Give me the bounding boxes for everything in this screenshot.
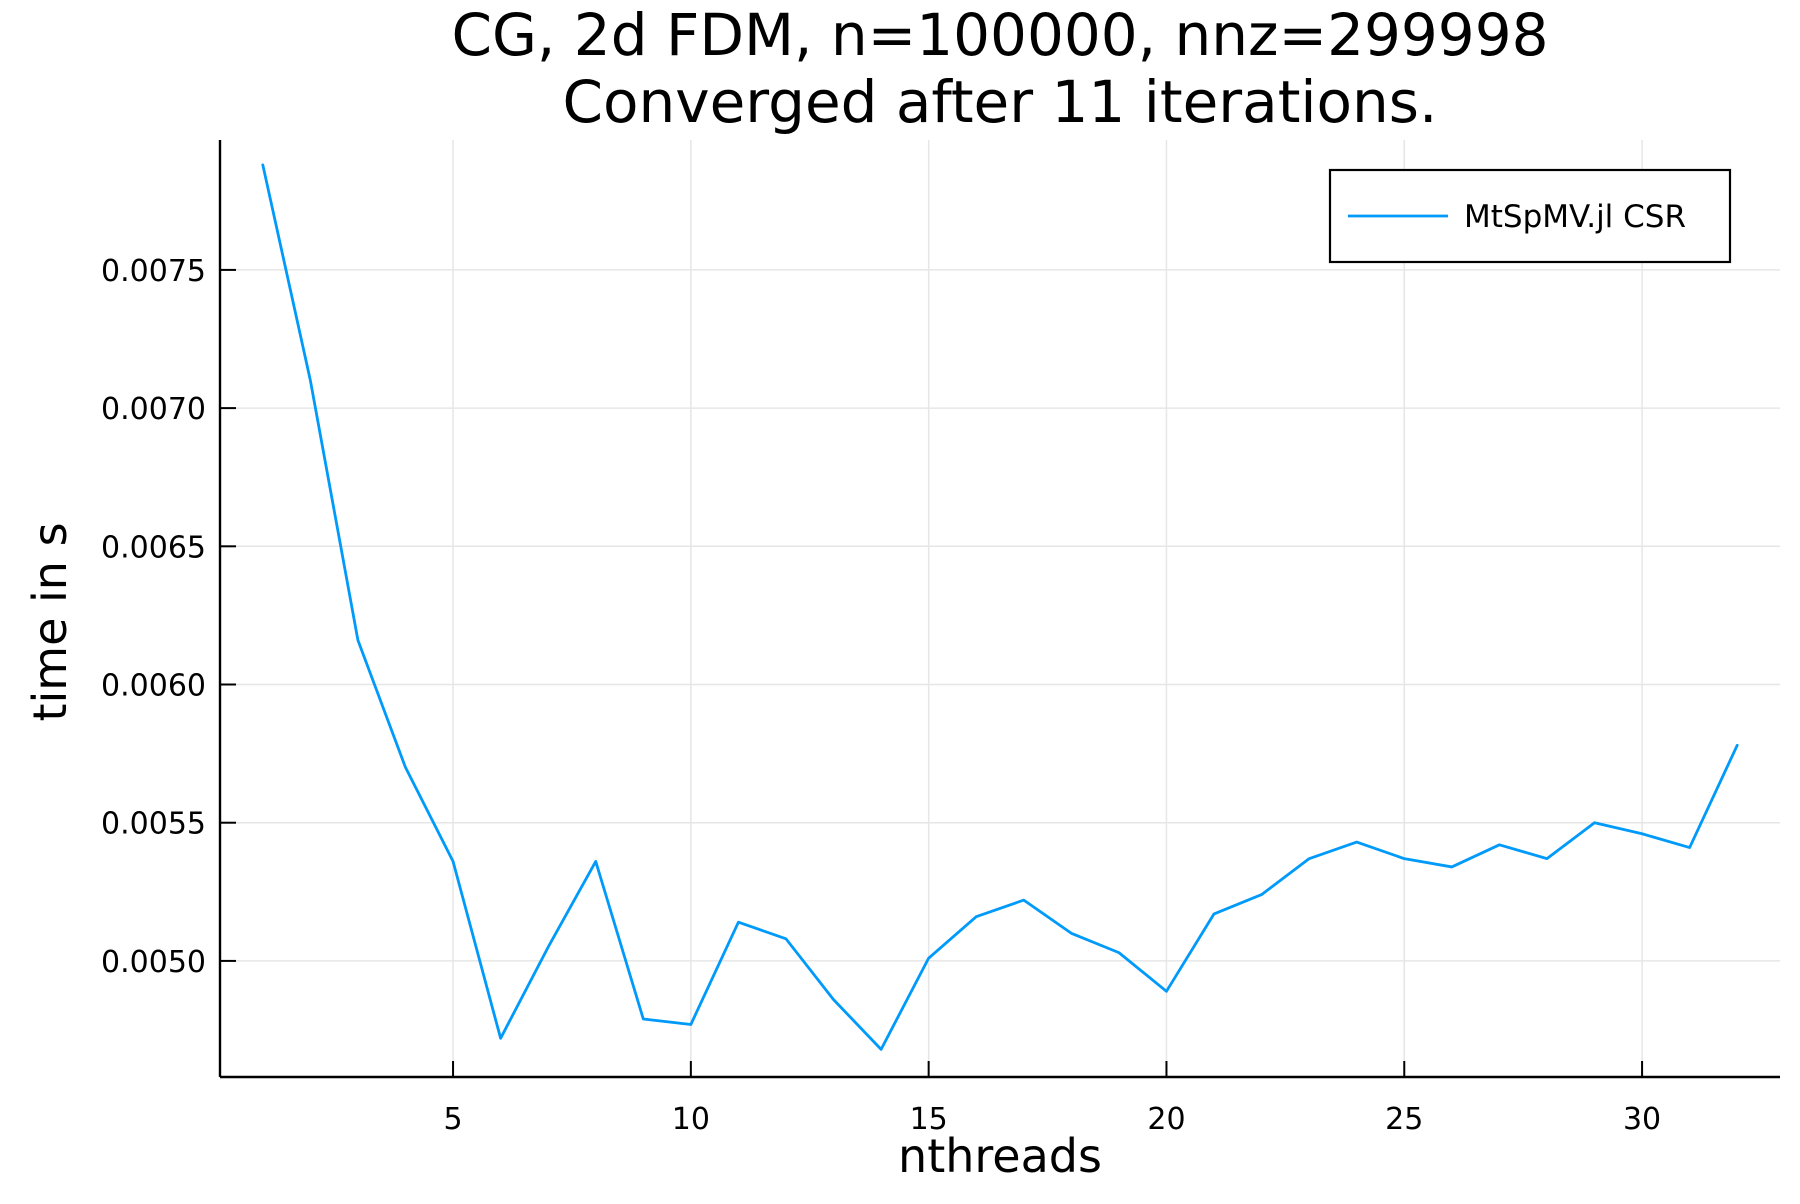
- x-tick-label: 25: [1385, 1102, 1423, 1137]
- grid: [220, 140, 1780, 1077]
- legend-label-mtspmv-csr: MtSpMV.jl CSR: [1464, 199, 1686, 235]
- y-tick-label: 0.0075: [101, 254, 206, 289]
- series-line-0: [261, 163, 1739, 1051]
- y-tick-label: 0.0060: [101, 669, 206, 704]
- x-tick-label: 10: [672, 1102, 710, 1137]
- chart-subtitle: Converged after 11 iterations.: [563, 68, 1438, 136]
- chart-title: CG, 2d FDM, n=100000, nnz=299998: [451, 1, 1548, 69]
- series-layer: [261, 163, 1739, 1051]
- y-axis-label: time in s: [23, 522, 77, 721]
- legend: MtSpMV.jl CSR: [1328, 168, 1732, 264]
- y-tick-label: 0.0070: [101, 392, 206, 427]
- tick-marks: 5 10 15 20 25 30 0.0050 0.0055 0.0060 0.0065 0.007…: [101, 254, 1661, 1137]
- x-tick-label: 20: [1147, 1102, 1185, 1137]
- axes: [218, 140, 1780, 1079]
- x-tick-label: 15: [910, 1102, 948, 1137]
- y-tick-label: 0.0065: [101, 530, 206, 565]
- y-tick-label: 0.0050: [101, 945, 206, 980]
- x-axis-label: nthreads: [898, 1129, 1102, 1183]
- x-tick-label: 5: [444, 1102, 463, 1137]
- x-tick-label: 30: [1623, 1102, 1661, 1137]
- y-tick-label: 0.0055: [101, 807, 206, 842]
